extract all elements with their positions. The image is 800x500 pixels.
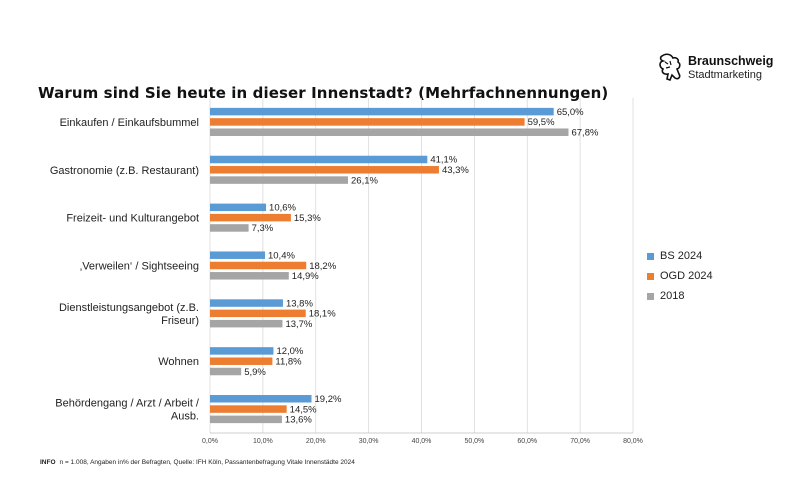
brand-name: Braunschweig <box>688 54 774 68</box>
footnote-label: INFO <box>40 459 56 466</box>
legend-label: BS 2024 <box>660 250 703 262</box>
bar <box>210 367 242 376</box>
bar <box>210 176 349 184</box>
data-label: 12,0% <box>276 346 303 357</box>
legend-swatch <box>647 292 654 300</box>
bar <box>210 357 273 365</box>
bar <box>210 166 439 174</box>
category-label: Behördengang / Arzt / Arbeit / <box>55 398 200 410</box>
data-label: 26,1% <box>351 175 378 186</box>
tick-label: 30,0% <box>359 438 379 445</box>
category-label: Einkaufen / Einkaufsbummel <box>60 117 199 129</box>
chart-title: Warum sind Sie heute in dieser Innenstad… <box>38 84 609 102</box>
brand-subtitle: Stadtmarketing <box>688 69 762 81</box>
tick-label: 0,0% <box>202 438 218 445</box>
legend-swatch <box>647 272 654 280</box>
bar <box>210 203 267 212</box>
legend-item: 2018 <box>647 286 713 306</box>
tick-label: 70,0% <box>570 438 590 445</box>
data-label: 7,3% <box>252 223 274 234</box>
data-label: 15,3% <box>294 213 321 224</box>
bar <box>210 347 274 355</box>
data-label: 43,3% <box>442 165 469 176</box>
bar <box>210 118 525 126</box>
tick-label: 50,0% <box>464 438 484 445</box>
bar <box>210 128 569 136</box>
data-label: 19,2% <box>315 394 342 405</box>
data-label: 10,4% <box>268 250 295 261</box>
bar <box>210 155 428 164</box>
data-label: 14,5% <box>290 404 317 415</box>
footnote-text: n = 1.008, Angaben in% der Befragten, Qu… <box>59 459 355 466</box>
data-label: 18,1% <box>309 309 336 320</box>
data-label: 13,7% <box>285 319 312 330</box>
tick-label: 10,0% <box>253 438 273 445</box>
chart-legend: BS 2024 OGD 2024 2018 <box>647 246 713 306</box>
legend-swatch <box>647 252 654 260</box>
bar <box>210 251 265 259</box>
category-label: Friseur) <box>161 315 199 327</box>
bar <box>210 405 287 413</box>
bar <box>210 107 554 116</box>
bar <box>210 224 249 232</box>
legend-item: OGD 2024 <box>647 266 713 286</box>
data-label: 10,6% <box>269 203 296 214</box>
tick-label: 40,0% <box>412 438 432 445</box>
legend-item: BS 2024 <box>647 246 713 266</box>
category-label: ‚Verweilen‘ / Sightseeing <box>80 261 199 273</box>
data-label: 41,1% <box>430 155 457 166</box>
bar <box>210 319 283 328</box>
legend-label: OGD 2024 <box>660 270 713 282</box>
bar <box>210 395 312 403</box>
footnote: INFO n = 1.008, Angaben in% der Befragten… <box>40 459 355 466</box>
legend-label: 2018 <box>660 290 685 302</box>
bar <box>210 299 283 307</box>
bar <box>210 309 306 318</box>
category-label: Freizeit- und Kulturangebot <box>66 213 199 225</box>
data-label: 65,0% <box>557 107 584 118</box>
data-label: 5,9% <box>244 367 266 378</box>
tick-label: 60,0% <box>517 438 537 445</box>
bar <box>210 272 289 280</box>
bar <box>210 213 291 222</box>
data-label: 67,8% <box>571 127 598 138</box>
data-label: 13,8% <box>286 298 313 309</box>
data-label: 59,5% <box>528 117 555 128</box>
category-label: Ausb. <box>171 411 199 423</box>
category-label: Wohnen <box>158 356 199 368</box>
category-label: Gastronomie (z.B. Restaurant) <box>50 165 199 177</box>
tick-label: 80,0% <box>623 438 643 445</box>
brand-logo: Braunschweig Stadtmarketing <box>656 52 776 88</box>
data-label: 11,8% <box>275 356 302 367</box>
lion-icon <box>659 53 681 81</box>
category-label: Dienstleistungsangebot (z.B. <box>59 302 199 314</box>
data-label: 14,9% <box>292 271 319 282</box>
data-label: 18,2% <box>309 261 336 272</box>
tick-label: 20,0% <box>306 438 326 445</box>
data-label: 13,6% <box>285 415 312 426</box>
bar <box>210 261 307 270</box>
bar <box>210 415 282 424</box>
